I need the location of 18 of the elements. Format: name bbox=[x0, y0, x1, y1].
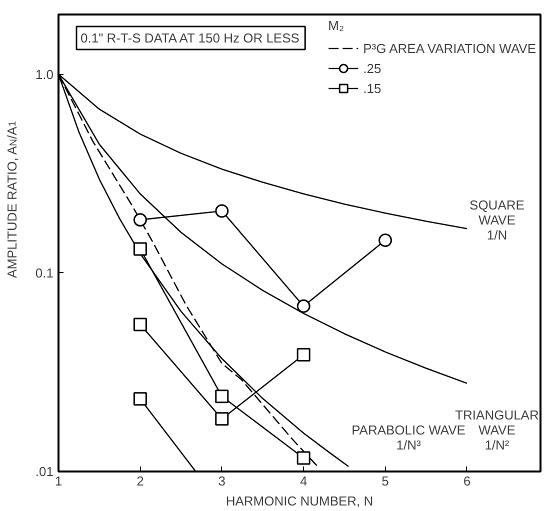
x-tick-label: 2 bbox=[136, 474, 144, 488]
x-tick-label: 3 bbox=[218, 474, 226, 488]
y-tick-label: 1.0 bbox=[35, 66, 54, 82]
legend-title: M₂ bbox=[328, 18, 345, 33]
x-tick-label: 5 bbox=[382, 474, 389, 488]
series-label: SQUARE WAVE 1/N bbox=[470, 198, 525, 243]
legend-label: .25 bbox=[363, 60, 382, 77]
x-axis-title: HARMONIC NUMBER, N bbox=[226, 494, 374, 508]
y-tick-label: .01 bbox=[35, 464, 54, 479]
x-tick-label: 4 bbox=[300, 474, 308, 488]
x-tick-label: 6 bbox=[463, 474, 471, 488]
y-axis-title: AMPLITUDE RATIO, AN/A1 bbox=[4, 120, 20, 278]
legend-label: P³G AREA VARIATION WAVE bbox=[363, 40, 536, 57]
x-tick-label: 1 bbox=[54, 474, 62, 488]
y-tick-label: 0.1 bbox=[35, 265, 54, 280]
series-label: PARABOLIC WAVE 1/N³ bbox=[352, 422, 466, 452]
legend-label: .15 bbox=[363, 80, 382, 97]
text: 0.1" R-T-S DATA AT 150 Hz OR LESS bbox=[80, 30, 300, 46]
